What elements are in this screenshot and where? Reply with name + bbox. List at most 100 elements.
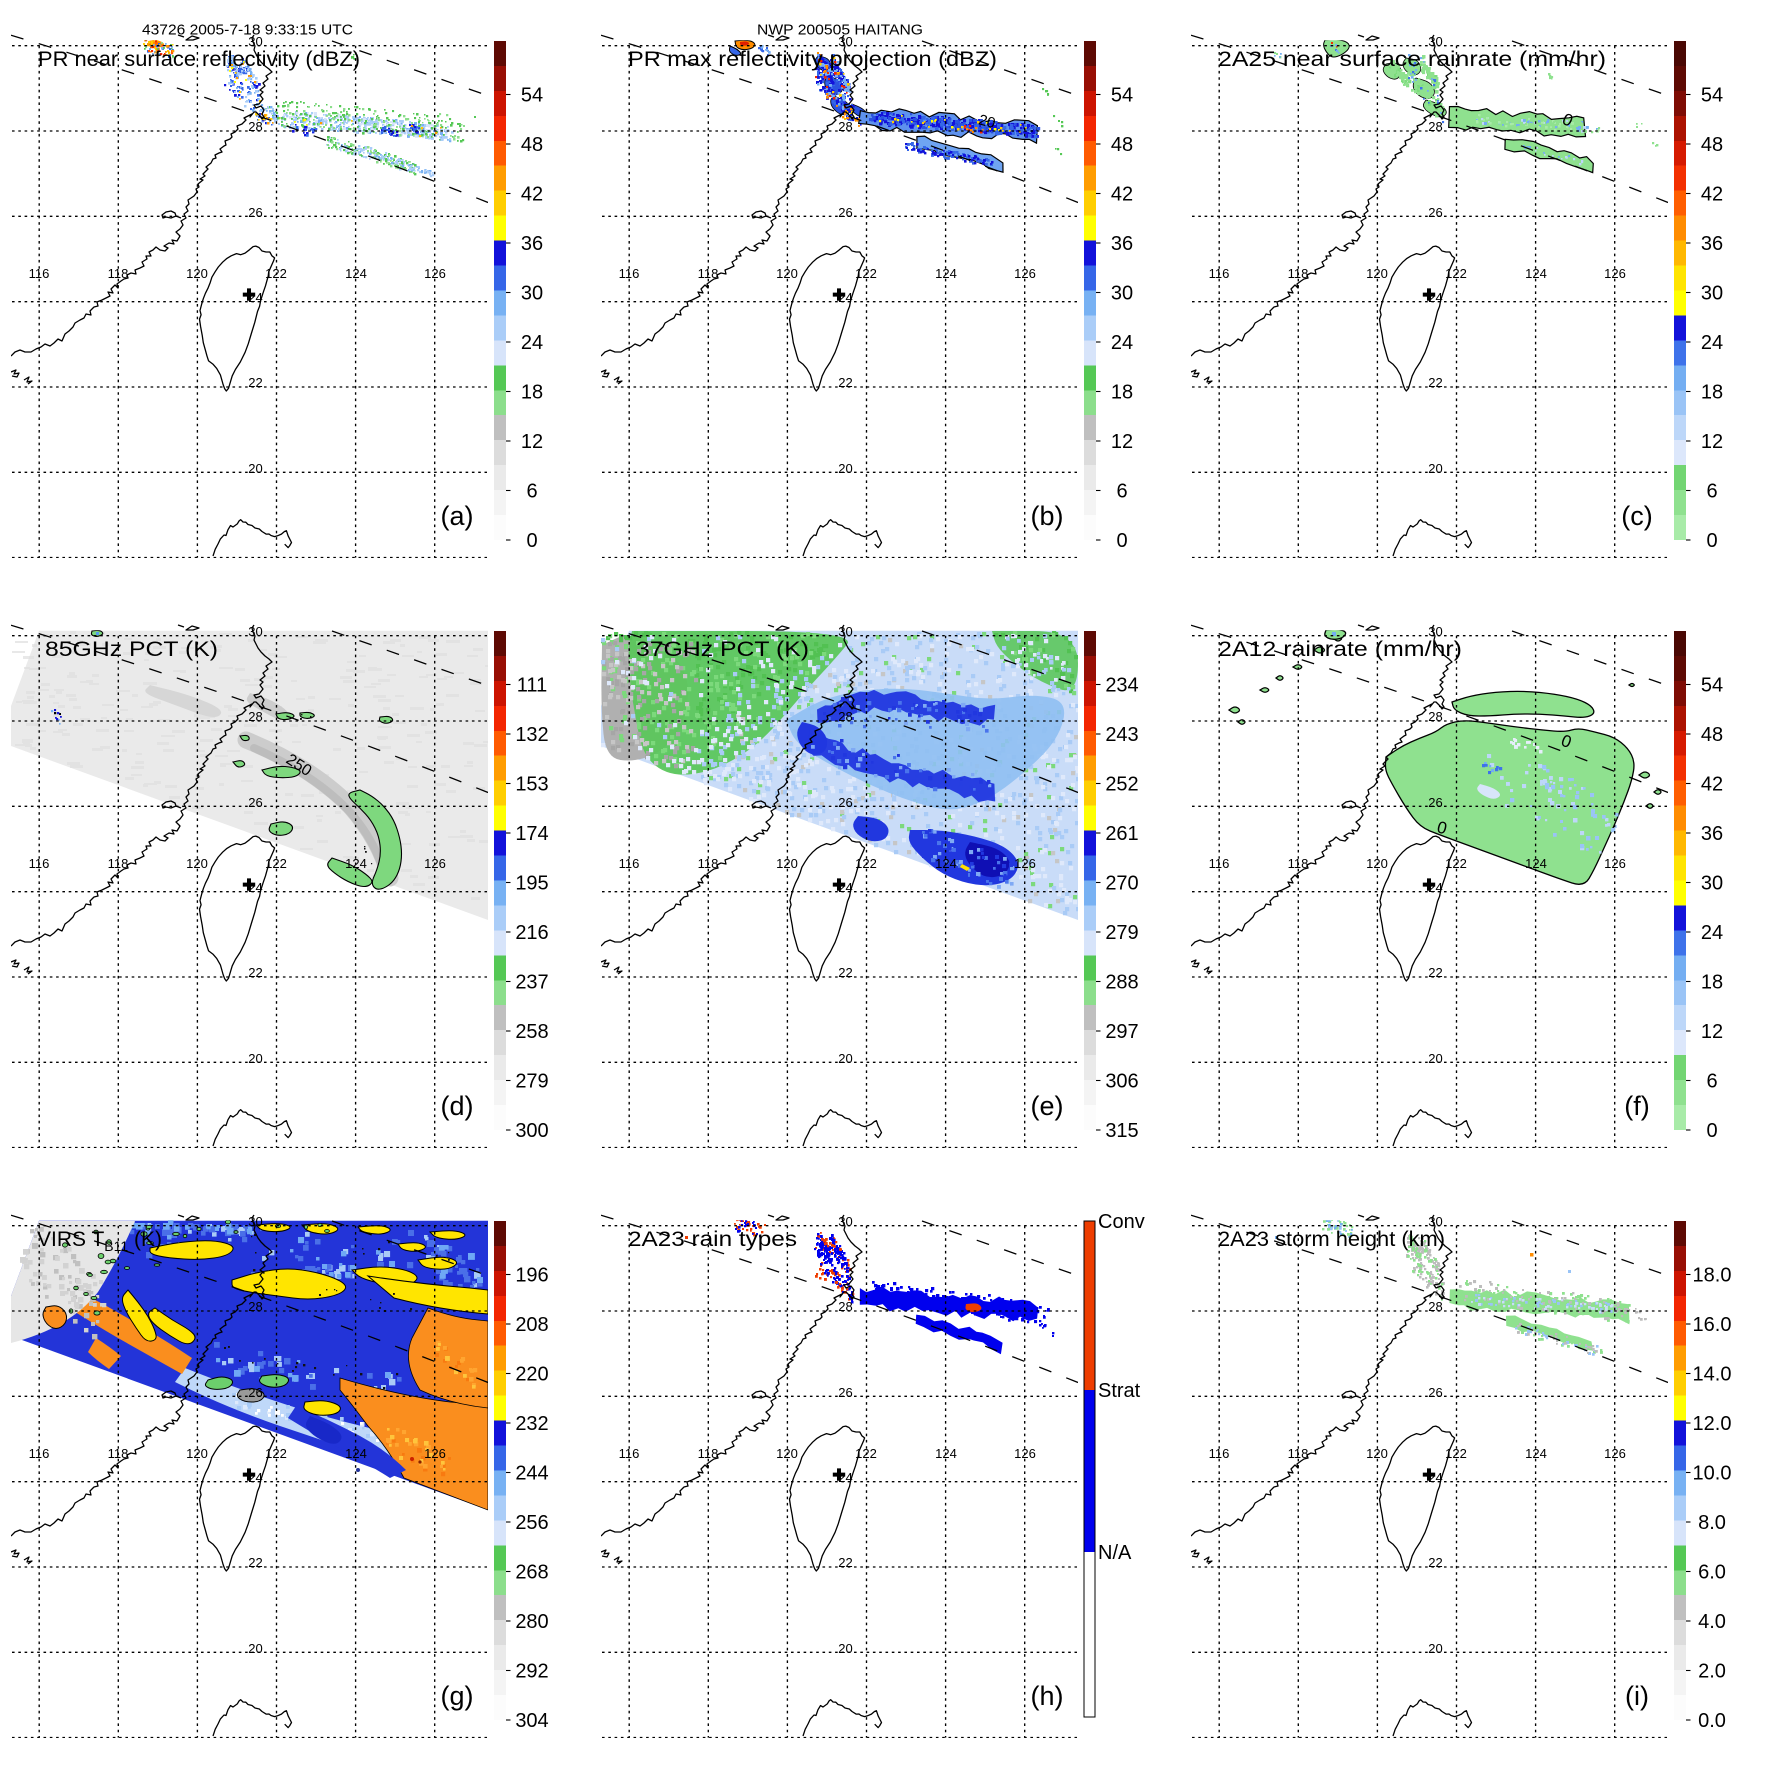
svg-text:195: 195 — [515, 873, 548, 895]
svg-text:10.0: 10.0 — [1693, 1463, 1732, 1485]
svg-text:279: 279 — [1105, 922, 1138, 944]
svg-text:252: 252 — [1105, 774, 1138, 796]
svg-text:(g): (g) — [441, 1681, 474, 1711]
svg-text:NWP 200505 HAITANG: NWP 200505 HAITANG — [757, 22, 923, 39]
svg-text:0: 0 — [1706, 530, 1717, 552]
svg-text:261: 261 — [1105, 823, 1138, 845]
svg-text:42: 42 — [1111, 184, 1133, 206]
svg-text:30: 30 — [1701, 283, 1723, 305]
svg-text:(e): (e) — [1031, 1091, 1064, 1121]
svg-text:42: 42 — [1701, 184, 1723, 206]
svg-text:315: 315 — [1105, 1120, 1138, 1142]
svg-text:(i): (i) — [1625, 1681, 1649, 1711]
svg-text:6: 6 — [1116, 481, 1127, 503]
svg-text:234: 234 — [1105, 675, 1138, 697]
svg-text:279: 279 — [515, 1071, 548, 1093]
svg-text:306: 306 — [1105, 1071, 1138, 1093]
svg-text:54: 54 — [1701, 85, 1723, 107]
svg-text:48: 48 — [1701, 134, 1723, 156]
svg-text:42: 42 — [521, 184, 543, 206]
svg-text:6: 6 — [526, 481, 537, 503]
svg-text:18: 18 — [1701, 382, 1723, 404]
svg-text:244: 244 — [515, 1463, 548, 1485]
svg-text:54: 54 — [521, 85, 543, 107]
svg-text:270: 270 — [1105, 873, 1138, 895]
svg-text:8.0: 8.0 — [1698, 1512, 1726, 1534]
svg-text:12: 12 — [521, 431, 543, 453]
svg-text:6: 6 — [1706, 1071, 1717, 1093]
svg-text:132: 132 — [515, 724, 548, 746]
svg-text:30: 30 — [1701, 873, 1723, 895]
svg-text:54: 54 — [1701, 675, 1723, 697]
svg-text:12: 12 — [1111, 431, 1133, 453]
svg-text:18: 18 — [1111, 382, 1133, 404]
svg-text:54: 54 — [1111, 85, 1133, 107]
svg-text:PR near surface reflectivity (: PR near surface reflectivity (dBZ) — [38, 48, 360, 71]
svg-text:18: 18 — [1701, 972, 1723, 994]
svg-text:153: 153 — [515, 774, 548, 796]
svg-text:297: 297 — [1105, 1021, 1138, 1043]
svg-text:Conv: Conv — [1098, 1211, 1145, 1233]
svg-text:292: 292 — [515, 1661, 548, 1683]
svg-text:6: 6 — [1706, 481, 1717, 503]
svg-text:288: 288 — [1105, 972, 1138, 994]
svg-text:(a): (a) — [441, 501, 474, 531]
svg-text:280: 280 — [515, 1611, 548, 1633]
svg-text:(c): (c) — [1621, 501, 1652, 531]
svg-text:268: 268 — [515, 1562, 548, 1584]
svg-text:4.0: 4.0 — [1698, 1611, 1726, 1633]
svg-text:(d): (d) — [441, 1091, 474, 1121]
svg-text:12: 12 — [1701, 1021, 1723, 1043]
svg-text:0: 0 — [1116, 530, 1127, 552]
svg-text:6.0: 6.0 — [1698, 1562, 1726, 1584]
svg-text:18.0: 18.0 — [1693, 1265, 1732, 1287]
svg-text:85GHz PCT (K): 85GHz PCT (K) — [45, 638, 218, 661]
svg-text:216: 216 — [515, 922, 548, 944]
svg-text:36: 36 — [521, 233, 543, 255]
svg-text:36: 36 — [1111, 233, 1133, 255]
svg-text:258: 258 — [515, 1021, 548, 1043]
svg-text:174: 174 — [515, 823, 548, 845]
svg-text:42: 42 — [1701, 774, 1723, 796]
svg-text:24: 24 — [521, 332, 543, 354]
svg-text:16.0: 16.0 — [1693, 1314, 1732, 1336]
svg-text:43726 2005-7-18 9:33:15 UTC: 43726 2005-7-18 9:33:15 UTC — [142, 22, 353, 39]
svg-text:304: 304 — [515, 1710, 548, 1732]
svg-text:0: 0 — [526, 530, 537, 552]
svg-text:30: 30 — [521, 283, 543, 305]
svg-text:PR max reflectivity projection: PR max reflectivity projection (dBZ) — [628, 48, 997, 71]
svg-text:24: 24 — [1701, 332, 1723, 354]
svg-text:196: 196 — [515, 1265, 548, 1287]
svg-text:18: 18 — [521, 382, 543, 404]
svg-text:232: 232 — [515, 1413, 548, 1435]
svg-text:VIRS TB11 (K): VIRS TB11 (K) — [37, 1228, 162, 1254]
svg-text:36: 36 — [1701, 823, 1723, 845]
svg-text:256: 256 — [515, 1512, 548, 1534]
svg-text:220: 220 — [515, 1364, 548, 1386]
svg-text:48: 48 — [1111, 134, 1133, 156]
svg-text:12.0: 12.0 — [1693, 1413, 1732, 1435]
svg-text:30: 30 — [1111, 283, 1133, 305]
svg-text:2A25 near surface rainrate (mm: 2A25 near surface rainrate (mm/hr) — [1218, 48, 1606, 71]
svg-text:48: 48 — [1701, 724, 1723, 746]
svg-text:12: 12 — [1701, 431, 1723, 453]
svg-text:24: 24 — [1111, 332, 1133, 354]
svg-text:(f): (f) — [1624, 1091, 1649, 1121]
svg-text:Strat: Strat — [1098, 1380, 1141, 1402]
svg-text:2A12 rainrate (mm/hr): 2A12 rainrate (mm/hr) — [1218, 638, 1462, 661]
svg-text:111: 111 — [517, 675, 547, 697]
svg-text:(h): (h) — [1031, 1681, 1064, 1711]
svg-text:24: 24 — [1701, 922, 1723, 944]
svg-text:2A23 storm height (km): 2A23 storm height (km) — [1218, 1228, 1445, 1251]
svg-text:N/A: N/A — [1098, 1542, 1132, 1564]
svg-text:0.0: 0.0 — [1698, 1710, 1726, 1732]
svg-text:14.0: 14.0 — [1693, 1364, 1732, 1386]
svg-text:2A23 rain types: 2A23 rain types — [628, 1228, 797, 1251]
svg-text:237: 237 — [515, 972, 548, 994]
svg-text:37GHz PCT (K): 37GHz PCT (K) — [636, 638, 809, 661]
svg-text:0: 0 — [1706, 1120, 1717, 1142]
svg-text:243: 243 — [1105, 724, 1138, 746]
svg-text:36: 36 — [1701, 233, 1723, 255]
svg-text:208: 208 — [515, 1314, 548, 1336]
svg-text:(b): (b) — [1031, 501, 1064, 531]
